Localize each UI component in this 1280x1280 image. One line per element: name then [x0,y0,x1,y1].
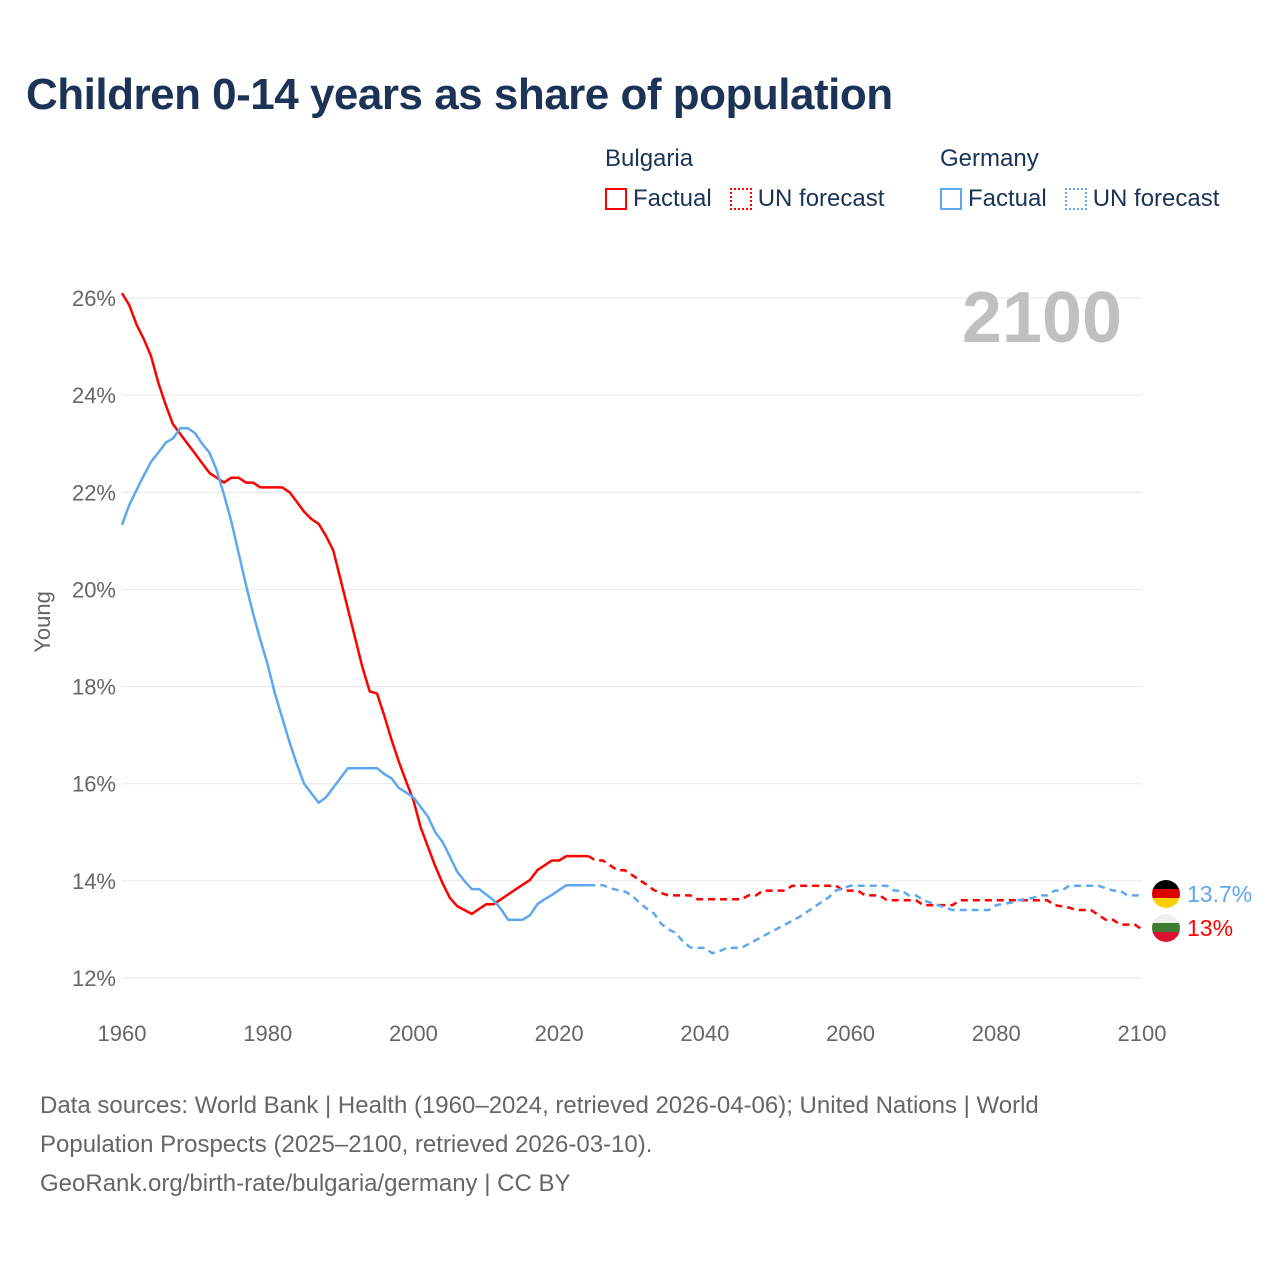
x-tick-label: 2020 [535,1021,584,1046]
legend-swatch-solid [940,188,962,210]
legend-label: UN forecast [1092,185,1220,212]
footer-attribution-link[interactable]: GeoRank.org/birth-rate/bulgaria/germany … [40,1170,571,1197]
y-tick-label: 26% [72,286,116,311]
footer-sources-line2: Population Prospects (2025–2100, retriev… [40,1131,653,1158]
y-tick-label: 16% [72,772,116,797]
x-tick-label: 2100 [1118,1021,1167,1046]
y-tick-label: 22% [72,480,116,505]
y-axis-label: Young [30,591,55,653]
legend-item-bulgaria-factual[interactable]: Factual [605,185,712,213]
bulgaria-flag-icon [1152,914,1180,942]
chart-plot: 12% 14% 16% 18% 20% 22% 24% 26% 1960 1980 2000 2020… [30,278,1252,1046]
bulgaria-end-label: 13% [1187,915,1233,941]
legend-group-label: Germany [940,145,1039,172]
legend-item-germany-factual[interactable]: Factual [940,185,1047,213]
legend-label: UN forecast [757,185,885,212]
x-tick-label: 2040 [680,1021,729,1046]
legend-germany: Germany Factual UN forecast [940,145,1219,213]
y-tick-label: 12% [72,966,116,991]
legend-bulgaria: Bulgaria Factual UN forecast [605,145,884,213]
footer-sources-line1: Data sources: World Bank | Health (1960–… [40,1092,1039,1119]
year-display: 2100 [962,278,1122,358]
x-tick-label: 1960 [98,1021,147,1046]
germany-solid-line [120,426,589,921]
x-tick-label: 2000 [389,1021,438,1046]
x-tick-label: 1980 [243,1021,292,1046]
chart-title: Children 0-14 years as share of populati… [26,70,893,119]
y-tick-label: 20% [72,577,116,602]
legend-label: Factual [633,185,712,212]
legend-group-label: Bulgaria [605,145,694,172]
x-tick-label: 2060 [826,1021,875,1046]
x-tick-label: 2080 [972,1021,1021,1046]
legend-swatch-solid [605,188,627,210]
legend-label: Factual [968,185,1047,212]
germany-dashed-line [588,883,1142,955]
germany-end-label: 13.7% [1187,881,1252,907]
footer: Data sources: World Bank | Health (1960–… [40,1086,1240,1203]
germany-flag-icon [1152,880,1180,908]
y-tick-label: 18% [72,675,116,700]
y-tick-label: 24% [72,383,116,408]
bulgaria-solid-line [120,292,589,916]
legend-swatch-dotted [729,188,752,210]
legend-item-bulgaria-forecast[interactable]: UN forecast [729,185,885,213]
bulgaria-dashed-line [587,855,1143,931]
legend-swatch-dotted [1064,188,1087,210]
legend-item-germany-forecast[interactable]: UN forecast [1064,185,1220,213]
y-tick-label: 14% [72,869,116,894]
